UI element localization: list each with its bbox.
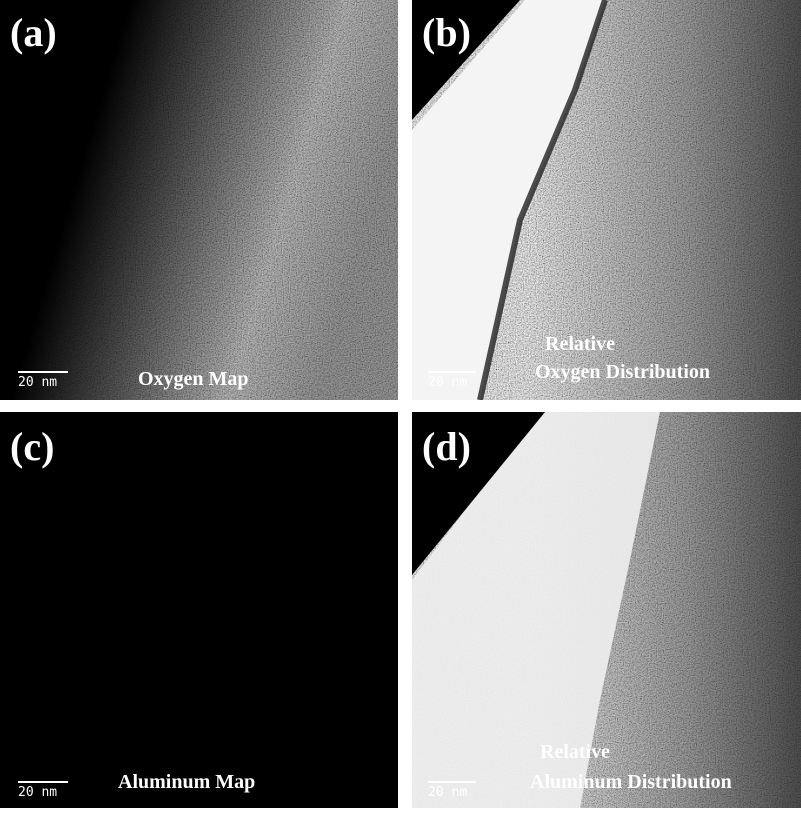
caption: Relative (545, 333, 615, 355)
scale-bar-label: 20 nm (428, 375, 467, 390)
panel-label: (c) (10, 424, 54, 469)
panel-label: (a) (10, 10, 57, 55)
panel-c (0, 412, 398, 808)
caption: Relative (540, 741, 610, 763)
caption: Aluminum Distribution (530, 771, 732, 793)
panel-label: (b) (422, 10, 471, 55)
caption: Oxygen Distribution (535, 361, 710, 383)
scale-bar-label: 20 nm (18, 375, 57, 390)
panel-a (0, 0, 398, 400)
caption: Oxygen Map (138, 368, 249, 390)
caption: Aluminum Map (118, 771, 255, 793)
scale-bar-label: 20 nm (18, 785, 57, 800)
figure: (a) (b) (c) (d) 20 nm 20 nm 20 nm 20 nm … (0, 0, 801, 808)
scale-bar-label: 20 nm (428, 785, 467, 800)
panel-label: (d) (422, 424, 471, 469)
